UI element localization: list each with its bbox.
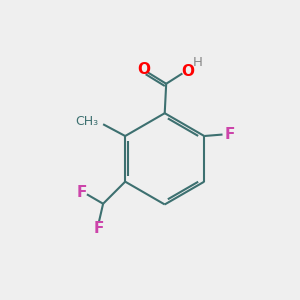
Text: O: O xyxy=(181,64,194,79)
Text: F: F xyxy=(94,221,104,236)
Text: F: F xyxy=(225,127,235,142)
Text: H: H xyxy=(193,56,202,69)
Text: F: F xyxy=(76,185,87,200)
Text: O: O xyxy=(138,62,151,77)
Text: CH₃: CH₃ xyxy=(76,115,99,128)
